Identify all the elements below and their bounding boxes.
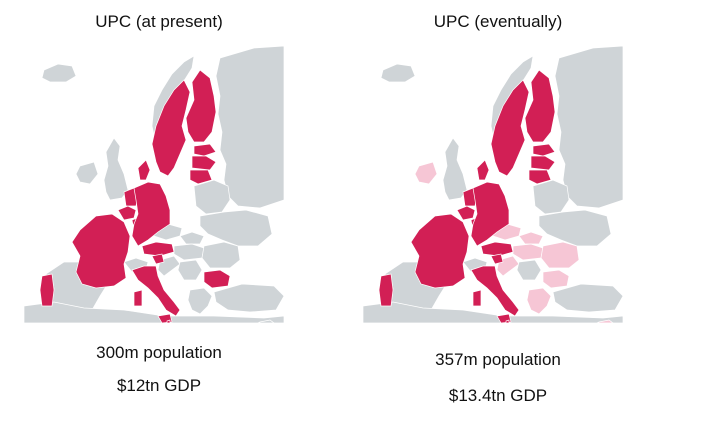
country-romania [201,241,241,269]
country-sardinia [133,289,143,307]
map-panel-present: UPC (at present) 300m population $12tn G… [9,0,309,430]
country-estonia [532,143,556,157]
country-uk [103,137,129,201]
country-russia [215,45,284,209]
country-belarus [532,179,570,215]
country-austria [141,241,175,257]
country-portugal [39,273,55,307]
country-cyprus [596,319,614,323]
country-belarus [193,179,231,215]
country-russia [554,45,623,209]
gdp-present: $12tn GDP [116,376,202,395]
country-sweden [490,79,530,177]
country-sweden [151,79,191,177]
country-lithuania [189,169,213,185]
country-slovakia [518,231,544,245]
country-latvia [191,155,217,171]
europe-map-svg [363,45,623,323]
country-uk [442,137,468,201]
country-italy [131,265,181,317]
country-iceland [41,63,77,83]
country-ukraine [538,209,612,247]
country-cyprus [257,319,275,323]
map-panel-eventually: UPC (eventually) 357m population $13.4tn… [348,0,648,430]
country-finland [185,69,217,143]
country-belgium [456,205,476,221]
country-malta [166,319,171,323]
country-belgium [117,205,137,221]
country-portugal [378,273,394,307]
map-title-present: UPC (at present) [95,12,223,31]
country-malta [505,319,510,323]
country-france [410,213,470,289]
country-bulgaria [542,269,570,289]
country-germany [470,181,510,247]
country-greece [526,287,552,315]
country-greece [187,287,213,315]
country-turkey [213,283,284,313]
map-eventually [363,40,623,323]
country-slovenia [151,253,165,265]
europe-map-svg [24,45,284,323]
country-turkey [552,283,623,313]
country-italy [470,265,520,317]
country-slovenia [490,253,504,265]
map-present [24,40,284,323]
country-ireland [414,161,438,185]
country-hungary [512,243,544,261]
country-serbia [516,259,542,281]
population-present: 300m population [96,343,222,362]
country-serbia [177,259,203,281]
country-denmark [476,159,490,181]
country-ukraine [199,209,273,247]
country-germany [131,181,171,247]
country-sardinia [472,289,482,307]
country-lithuania [528,169,552,185]
map-title-eventually: UPC (eventually) [433,12,563,31]
country-latvia [530,155,556,171]
country-finland [524,69,556,143]
country-slovakia [179,231,205,245]
country-austria [480,241,514,257]
country-romania [540,241,580,269]
country-estonia [193,143,217,157]
gdp-eventually: $13.4tn GDP [448,386,548,405]
country-bulgaria [203,269,231,289]
country-ireland [75,161,99,185]
country-france [71,213,131,289]
population-eventually: 357m population [435,350,561,369]
country-denmark [137,159,151,181]
country-hungary [173,243,205,261]
country-iceland [380,63,416,83]
